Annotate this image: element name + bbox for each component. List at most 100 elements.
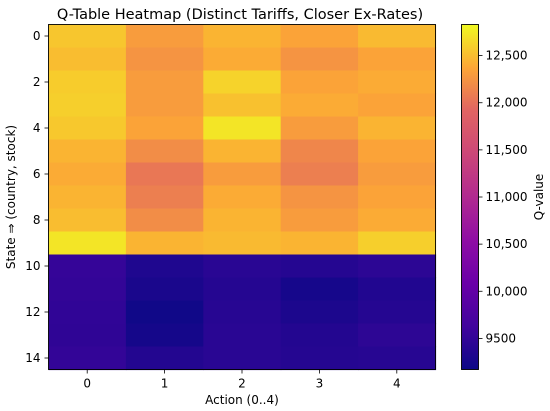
y-tick-label: 4 xyxy=(33,121,41,135)
colorbar-label: Q-value xyxy=(532,174,546,221)
heatmap-cell-r13-c3 xyxy=(280,323,359,348)
colorbar xyxy=(461,24,479,370)
heatmap-cell-r3-c0 xyxy=(48,93,127,118)
heatmap-cell-r5-c1 xyxy=(125,139,204,164)
heatmap-cell-r9-c1 xyxy=(125,231,204,256)
heatmap-cell-r1-c3 xyxy=(280,47,359,72)
heatmap-cell-r0-c1 xyxy=(125,24,204,49)
heatmap-cell-r5-c0 xyxy=(48,139,127,164)
heatmap-cell-r8-c1 xyxy=(125,208,204,233)
heatmap-cell-r0-c0 xyxy=(48,24,127,49)
chart-title: Q-Table Heatmap (Distinct Tariffs, Close… xyxy=(57,7,423,23)
heatmap-cell-r7-c4 xyxy=(358,185,437,210)
heatmap-cell-r1-c1 xyxy=(125,47,204,72)
heatmap-cell-r8-c4 xyxy=(358,208,437,233)
heatmap-cell-r11-c4 xyxy=(358,277,437,302)
heatmap-cell-r10-c4 xyxy=(358,254,437,279)
heatmap-cell-r4-c1 xyxy=(125,116,204,141)
heatmap-cell-r4-c0 xyxy=(48,116,127,141)
heatmap-cell-r0-c2 xyxy=(203,24,282,49)
heatmap-cell-r3-c4 xyxy=(358,93,437,118)
y-axis-label: State ⇒ (country, stock) xyxy=(4,125,18,269)
heatmap-cell-r14-c3 xyxy=(280,346,359,371)
heatmap-cell-r2-c1 xyxy=(125,70,204,95)
heatmap-cell-r2-c3 xyxy=(280,70,359,95)
heatmap-cell-r12-c2 xyxy=(203,300,282,325)
heatmap-cell-r7-c2 xyxy=(203,185,282,210)
y-tick-label: 8 xyxy=(33,213,41,227)
heatmap-cell-r14-c2 xyxy=(203,346,282,371)
heatmap-cell-r10-c2 xyxy=(203,254,282,279)
heatmap-cell-r14-c0 xyxy=(48,346,127,371)
heatmap-cell-r13-c0 xyxy=(48,323,127,348)
heatmap-cell-r0-c4 xyxy=(358,24,437,49)
heatmap-cell-r12-c3 xyxy=(280,300,359,325)
heatmap-cell-r6-c2 xyxy=(203,162,282,187)
y-tick-label: 12 xyxy=(25,305,40,319)
heatmap-cell-r13-c2 xyxy=(203,323,282,348)
y-tick-label: 6 xyxy=(33,167,41,181)
heatmap-cell-r12-c0 xyxy=(48,300,127,325)
heatmap-cell-r14-c4 xyxy=(358,346,437,371)
heatmap-cell-r9-c0 xyxy=(48,231,127,256)
heatmap-cell-r13-c1 xyxy=(125,323,204,348)
heatmap-cell-r12-c4 xyxy=(358,300,437,325)
x-tick-label: 2 xyxy=(238,377,246,391)
heatmap-cell-r10-c0 xyxy=(48,254,127,279)
heatmap-cell-r10-c3 xyxy=(280,254,359,279)
x-tick-label: 0 xyxy=(83,377,91,391)
colorbar-tick-label: 12,000 xyxy=(486,96,528,110)
heatmap-cell-r12-c1 xyxy=(125,300,204,325)
heatmap-cell-r2-c4 xyxy=(358,70,437,95)
colorbar-tick-label: 9500 xyxy=(486,331,517,345)
y-tick-label: 0 xyxy=(33,29,41,43)
x-axis-label: Action (0..4) xyxy=(205,393,279,407)
heatmap-cell-r6-c1 xyxy=(125,162,204,187)
y-tick-label: 2 xyxy=(33,75,41,89)
heatmap-cell-r11-c0 xyxy=(48,277,127,302)
heatmap-cell-r1-c2 xyxy=(203,47,282,72)
heatmap-cell-r7-c1 xyxy=(125,185,204,210)
heatmap-cell-r13-c4 xyxy=(358,323,437,348)
heatmap-cell-r11-c1 xyxy=(125,277,204,302)
heatmap-cell-r8-c0 xyxy=(48,208,127,233)
heatmap-cell-r1-c4 xyxy=(358,47,437,72)
heatmap-cell-r3-c1 xyxy=(125,93,204,118)
heatmap-cell-r11-c3 xyxy=(280,277,359,302)
heatmap-cell-r4-c4 xyxy=(358,116,437,141)
colorbar-tick-label: 10,000 xyxy=(486,284,528,298)
heatmap-cell-r6-c3 xyxy=(280,162,359,187)
heatmap-cell-r5-c2 xyxy=(203,139,282,164)
heatmap-cell-r4-c2 xyxy=(203,116,282,141)
heatmap-cell-r6-c0 xyxy=(48,162,127,187)
heatmap-cell-r3-c3 xyxy=(280,93,359,118)
heatmap-cell-r0-c3 xyxy=(280,24,359,49)
heatmap-cell-r8-c3 xyxy=(280,208,359,233)
x-tick-label: 1 xyxy=(161,377,169,391)
heatmap-cell-r6-c4 xyxy=(358,162,437,187)
heatmap-cell-r7-c3 xyxy=(280,185,359,210)
heatmap-cell-r14-c1 xyxy=(125,346,204,371)
heatmap-cell-r11-c2 xyxy=(203,277,282,302)
x-tick-label: 4 xyxy=(393,377,401,391)
heatmap-cell-r2-c2 xyxy=(203,70,282,95)
y-axis-ticks: 0 2 4 6 8 10 12 14 xyxy=(25,29,49,365)
heatmap-cell-r9-c2 xyxy=(203,231,282,256)
heatmap-cell-r2-c0 xyxy=(48,70,127,95)
y-tick-label: 10 xyxy=(25,259,40,273)
x-axis-ticks: 0 1 2 3 4 xyxy=(83,369,401,391)
colorbar-tick-label: 10,500 xyxy=(486,237,528,251)
y-tick-label: 14 xyxy=(25,351,40,365)
heatmap-cell-r9-c3 xyxy=(280,231,359,256)
colorbar-tick-label: 11,500 xyxy=(486,143,528,157)
heatmap-cell-r3-c2 xyxy=(203,93,282,118)
colorbar-tick-label: 12,500 xyxy=(486,49,528,63)
heatmap-cell-r5-c4 xyxy=(358,139,437,164)
heatmap-cell-r1-c0 xyxy=(48,47,127,72)
heatmap-cell-r8-c2 xyxy=(203,208,282,233)
heatmap-cell-r9-c4 xyxy=(358,231,437,256)
heatmap-cell-r4-c3 xyxy=(280,116,359,141)
heatmap-cell-r7-c0 xyxy=(48,185,127,210)
colorbar-ticks: 9500 10,000 10,500 11,000 11,500 12,000 12,500 xyxy=(478,49,528,345)
